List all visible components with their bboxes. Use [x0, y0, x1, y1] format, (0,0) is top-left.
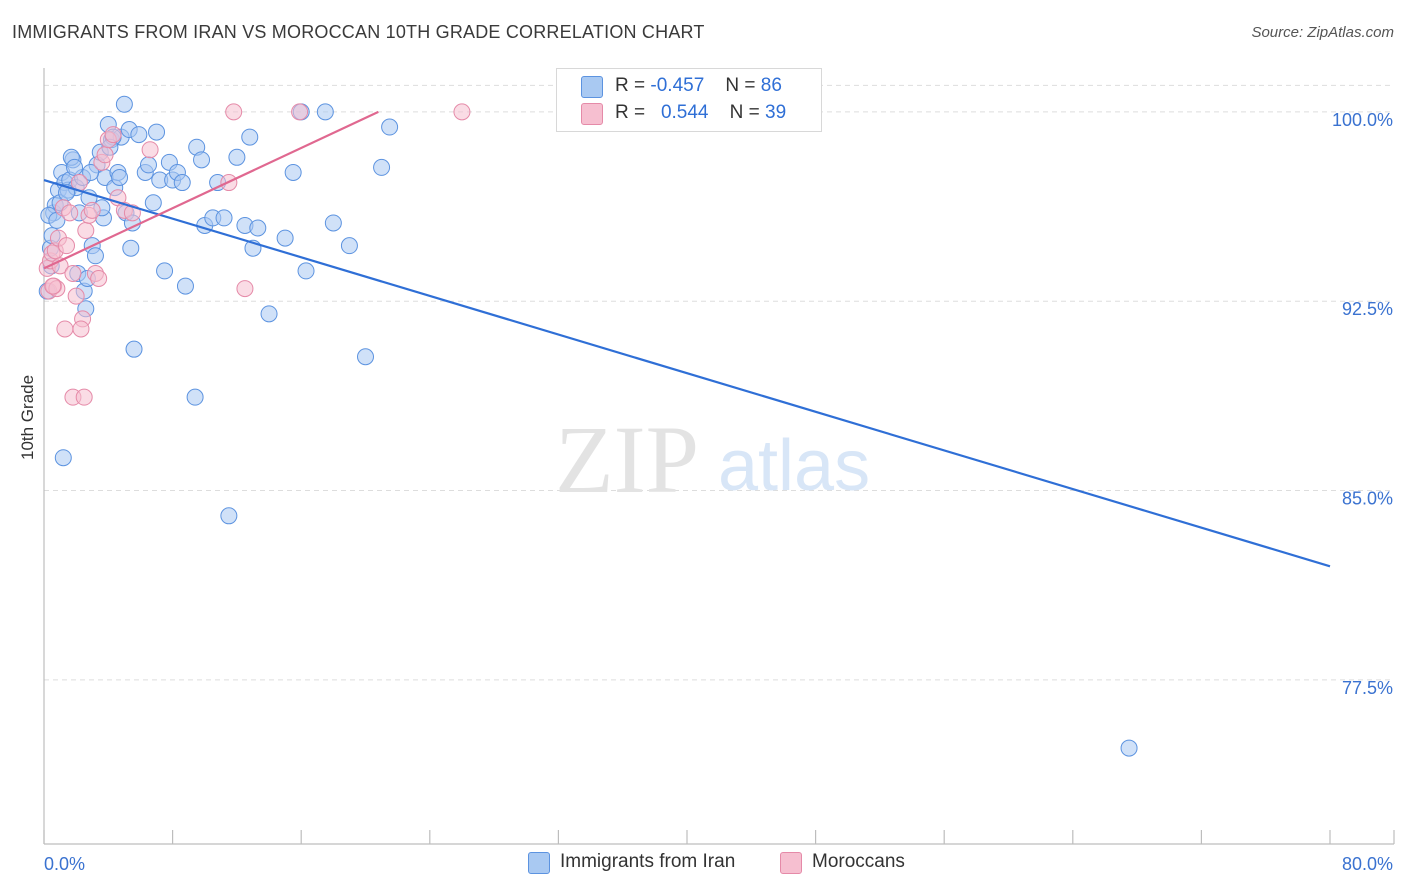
watermark-zip: ZIP	[555, 406, 699, 513]
legend-n-value: 86	[760, 75, 782, 96]
legend-n-label: N =	[729, 102, 760, 123]
watermark-atlas: atlas	[718, 426, 870, 506]
iran-point	[186, 388, 204, 406]
moroccan-point	[77, 222, 95, 240]
iran-trendline	[43, 178, 1331, 568]
iran-point	[86, 247, 104, 265]
bottom-legend-label-moroccans: Moroccans	[812, 851, 905, 872]
y-tick-label: 85.0%	[1342, 489, 1393, 509]
iran-point	[130, 126, 148, 144]
iran-point	[193, 151, 211, 169]
iran-point	[144, 194, 162, 212]
trendlines	[43, 110, 1331, 568]
iran-point	[297, 262, 315, 280]
iran-point	[82, 163, 100, 181]
moroccan-point	[44, 277, 62, 295]
y-tick-label: 100.0%	[1332, 110, 1393, 130]
iran-point	[176, 277, 194, 295]
iran-point	[357, 348, 374, 366]
moroccan-point	[291, 103, 309, 121]
iran-point	[173, 174, 191, 192]
iran-point	[125, 340, 143, 358]
moroccan-point	[141, 141, 159, 159]
moroccan-point	[58, 237, 76, 255]
moroccan-point	[96, 146, 114, 164]
moroccan-point	[104, 126, 122, 144]
moroccan-point	[83, 201, 101, 219]
iran-point	[324, 214, 342, 232]
iran-point	[260, 305, 278, 323]
chart-title: IMMIGRANTS FROM IRAN VS MOROCCAN 10TH GR…	[12, 22, 705, 42]
iran-point	[249, 219, 267, 237]
moroccan-point	[72, 320, 90, 338]
iran-point	[276, 229, 294, 247]
moroccan-point	[56, 320, 74, 338]
iran-point	[54, 449, 72, 467]
iran-point	[111, 169, 129, 187]
iran-point	[156, 262, 174, 280]
y-tick-label: 92.5%	[1342, 299, 1393, 319]
legend-r-label: R =	[615, 102, 646, 123]
iran-point	[220, 507, 238, 525]
bottom-legend-swatch-iran	[528, 852, 550, 874]
iran-point	[381, 118, 399, 136]
axes	[43, 68, 1395, 845]
iran-point	[316, 103, 334, 121]
iran-point	[122, 239, 140, 257]
source-label: Source: ZipAtlas.com	[1251, 24, 1394, 41]
iran-point	[228, 148, 246, 166]
correlation-legend: R = -0.457 N = 86 R = 0.544 N = 39	[556, 68, 822, 132]
moroccan-point	[236, 280, 254, 298]
legend-n-value: 39	[765, 102, 787, 123]
moroccan-point	[453, 103, 471, 121]
watermark: ZIP atlas	[555, 406, 870, 513]
iran-point	[66, 158, 84, 176]
legend-swatch-iran	[581, 76, 603, 98]
iran-point	[1120, 739, 1138, 757]
data-points	[38, 95, 1138, 757]
x-tick-label: 0.0%	[44, 854, 85, 874]
moroccan-point	[64, 264, 82, 282]
iran-point	[241, 128, 259, 146]
tick-labels: 100.0% 92.5% 85.0% 77.5% 0.0% 80.0%	[44, 110, 1393, 874]
legend-text-iran: R = -0.457 N = 86	[615, 75, 782, 97]
moroccan-point	[225, 103, 243, 121]
legend-r-label: R =	[615, 75, 646, 96]
iran-point	[340, 237, 358, 255]
iran-point	[148, 123, 166, 141]
iran-point	[115, 95, 133, 113]
x-tick-label: 80.0%	[1342, 854, 1393, 874]
y-axis-title: 10th Grade	[18, 374, 37, 460]
legend-swatch-moroccans	[581, 103, 603, 125]
iran-point	[139, 156, 157, 174]
moroccan-point	[67, 287, 85, 305]
y-tick-label: 77.5%	[1342, 678, 1393, 698]
iran-point	[284, 163, 302, 181]
moroccan-point	[61, 204, 79, 222]
iran-point	[373, 158, 391, 176]
moroccan-point	[75, 388, 93, 406]
bottom-legend-label-iran: Immigrants from Iran	[560, 851, 736, 872]
moroccan-point	[90, 269, 108, 287]
legend-n-label: N =	[725, 75, 756, 96]
iran-point	[215, 209, 233, 227]
legend-text-moroccans: R = 0.544 N = 39	[615, 102, 786, 124]
bottom-legend-swatch-moroccans	[780, 852, 802, 874]
moroccan-trendline	[43, 110, 379, 270]
legend-r-value: -0.457	[650, 75, 705, 96]
legend-r-value: 0.544	[660, 102, 709, 123]
